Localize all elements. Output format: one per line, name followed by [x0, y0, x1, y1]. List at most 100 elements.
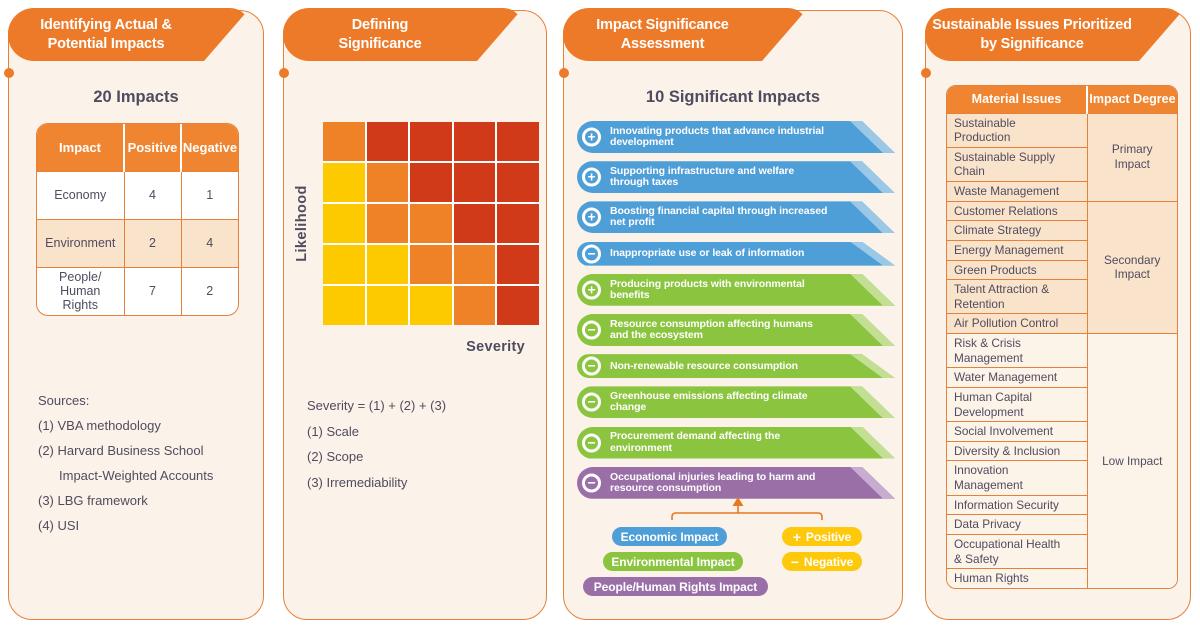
timeline-dot [559, 68, 569, 78]
timeline-dot [279, 68, 289, 78]
impact-banner-economic: − Inappropriate use or leak of informatio… [577, 242, 895, 266]
column-header-negative: Negative [180, 124, 238, 171]
panel-title-ribbon: Defining Significance [283, 8, 523, 61]
matrix-cell [410, 122, 452, 161]
legend-pill-people: People/Human Rights Impact [583, 577, 768, 596]
panel-identifying-impacts: Identifying Actual & Potential Impacts 2… [4, 8, 264, 620]
legend-pill-sign: + Positive [782, 527, 862, 546]
material-issue-row: Sustainable Supply Chain [947, 146, 1177, 182]
matrix-cell [366, 163, 409, 202]
impact-banner-text: Non-renewable resource consumption [610, 359, 798, 372]
material-issue-cell: Talent Attraction & Retention [947, 279, 1087, 314]
formula-line: Severity = (1) + (2) + (3) [307, 398, 447, 413]
plus-circle-icon: + [582, 128, 601, 147]
material-issue-cell: Diversity & Inclusion [947, 440, 1087, 461]
column-header-impact: Impact [37, 124, 124, 171]
material-issue-row: Occupational Health & Safety [947, 533, 1177, 569]
material-issue-row: Risk & Crisis Management Low Impact [947, 332, 1177, 588]
material-issue-cell: Customer Relations [947, 200, 1087, 221]
formula-line: (3) Irremediability [307, 474, 408, 490]
plus-icon: + [792, 528, 801, 545]
material-issues-table: Material Issues Impact Degree Sustainabl… [946, 85, 1178, 589]
minus-circle-icon: − [582, 433, 601, 452]
material-issue-row: Energy Management [947, 239, 1177, 260]
material-issue-row: Customer Relations Secondary Impact [947, 200, 1177, 334]
material-issue-row: Human Rights [947, 568, 1177, 588]
matrix-cell [453, 163, 496, 202]
material-issue-cell: Social Involvement [947, 421, 1087, 442]
material-issue-row: Water Management [947, 367, 1177, 388]
material-issue-row: Talent Attraction & Retention [947, 279, 1177, 314]
impact-banner-text: Boosting financial capital through incre… [610, 205, 828, 229]
sources-list: (1) VBA methodology (2) Harvard Business … [38, 413, 213, 538]
impact-banner-text: Supporting infrastructure and welfare th… [610, 165, 795, 189]
material-table-header: Material Issues Impact Degree [947, 86, 1177, 113]
material-issue-cell: Occupational Health & Safety [947, 533, 1087, 569]
legend-pill-economic: Economic Impact [612, 527, 727, 546]
plus-circle-icon: + [582, 280, 601, 299]
minus-circle-icon: − [582, 473, 601, 492]
matrix-cell [497, 286, 539, 325]
material-issue-cell: Information Security [947, 494, 1087, 515]
impact-category-cell: Environment [37, 218, 124, 267]
matrix-cell [453, 286, 496, 325]
matrix-cell [453, 122, 496, 161]
matrix-cell [410, 286, 452, 325]
impact-banner-environmental: + Producing products with environmental b… [577, 274, 895, 306]
material-issue-cell: Sustainable Production [947, 112, 1087, 148]
impact-banner-environmental: − Non-renewable resource consumption [577, 354, 895, 378]
matrix-cell [410, 245, 452, 284]
legend-sign-label: Positive [805, 529, 852, 544]
legend-pill-sign: − Negative [782, 552, 862, 571]
panel-title-ribbon: Sustainable Issues Prioritized by Signif… [925, 8, 1185, 61]
impact-banner-text: Greenhouse emissions affecting climate c… [610, 390, 808, 414]
material-issue-cell: Waste Management [947, 181, 1087, 202]
impact-category-cell: Economy [37, 170, 124, 219]
matrix-cell [323, 204, 365, 243]
significant-impacts-heading: 10 Significant Impacts [645, 88, 821, 106]
material-issue-row: Human Capital Development [947, 386, 1177, 422]
source-line: (2) Harvard Business School [38, 443, 204, 458]
negative-count-cell: 1 [180, 170, 238, 219]
minus-circle-icon: − [582, 320, 601, 339]
material-issue-row: Innovation Management [947, 460, 1177, 496]
matrix-cell [497, 163, 539, 202]
material-issue-cell: Climate Strategy [947, 220, 1087, 241]
severity-formula-block: Severity = (1) + (2) + (3) (1) Scale (2) S… [307, 393, 446, 495]
formula-line: (1) Scale [307, 423, 360, 439]
minus-icon: − [790, 553, 799, 570]
plus-circle-icon: + [582, 168, 601, 187]
material-issue-row: Air Pollution Control [947, 313, 1177, 334]
matrix-cell [497, 245, 539, 284]
impact-banner-text: Procurement demand affecting the environ… [610, 430, 781, 454]
impact-banner-people: − Occupational injuries leading to harm a… [577, 467, 895, 499]
impact-banner-environmental: − Resource consumption affecting humans a… [577, 314, 895, 346]
matrix-cell [323, 163, 365, 202]
impact-banner-economic: + Boosting financial capital through incr… [577, 201, 895, 233]
impact-banner-text: Innovating products that advance industr… [610, 124, 824, 148]
timeline-dot [921, 68, 931, 78]
panel-issues-prioritized: Sustainable Issues Prioritized by Signif… [921, 8, 1191, 620]
matrix-cell [366, 286, 409, 325]
material-issue-row: Information Security [947, 494, 1177, 515]
impact-row: People/ Human Rights 7 2 [37, 266, 238, 315]
impact-banner-text: Producing products with environmental be… [610, 277, 805, 301]
impact-banner-text: Inappropriate use or leak of information [610, 247, 805, 259]
column-header-impact-degree: Impact Degree [1086, 86, 1177, 113]
minus-circle-icon: − [582, 393, 601, 412]
material-table-body: Sustainable Production Primary Impact Sust… [947, 112, 1177, 588]
impact-count-table: Impact Positive Negative Economy 4 1 Enviro… [36, 123, 239, 316]
impact-banner-economic: + Supporting infrastructure and welfare t… [577, 161, 895, 193]
source-line: (4) USI [38, 518, 80, 533]
material-issue-row: Social Involvement [947, 421, 1177, 442]
minus-circle-icon: − [582, 244, 601, 263]
material-issue-cell: Human Capital Development [947, 386, 1087, 422]
matrix-cell [323, 245, 365, 284]
material-issue-cell: Water Management [947, 367, 1087, 388]
positive-count-cell: 2 [123, 218, 181, 267]
severity-likelihood-matrix [323, 122, 539, 325]
material-issue-cell: Energy Management [947, 239, 1087, 260]
source-line: (1) VBA methodology [38, 418, 161, 433]
panel-impact-assessment: Impact Significance Assessment 10 Signif… [559, 8, 903, 620]
